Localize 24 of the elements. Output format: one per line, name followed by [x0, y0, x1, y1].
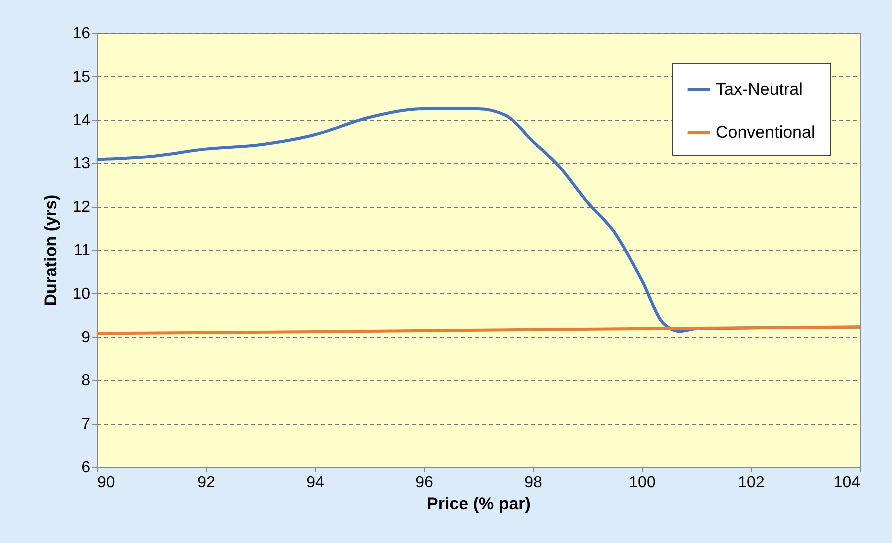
- y-tick-label: 9: [82, 329, 91, 346]
- x-axis-title: Price (% par): [427, 494, 531, 514]
- y-tick-label: 12: [72, 199, 91, 216]
- x-tick-label: 104: [834, 474, 861, 492]
- y-tick-label: 11: [74, 242, 91, 260]
- x-tick-label: 94: [306, 474, 324, 492]
- x-tick-label: 92: [198, 474, 216, 492]
- x-tick-label: 90: [98, 474, 116, 492]
- y-tick-label: 13: [72, 156, 91, 173]
- y-tick-label: 8: [82, 372, 91, 390]
- y-tick-label: 14: [72, 112, 91, 130]
- x-tick-label: 98: [524, 474, 542, 492]
- line-series: [96, 326, 862, 336]
- y-tick-label: 15: [72, 68, 91, 86]
- y-tick-label: 16: [72, 26, 91, 42]
- x-tick-label: 102: [738, 474, 765, 492]
- y-tick-label: 10: [72, 286, 91, 303]
- x-tick-label: 96: [416, 474, 434, 492]
- legend-label: Tax-Neutral: [716, 80, 803, 99]
- y-axis-title: Duration (yrs): [42, 194, 61, 306]
- x-tick-label: 100: [629, 474, 656, 492]
- y-tick-label: 7: [82, 416, 91, 434]
- legend-label: Conventional: [716, 123, 816, 142]
- y-tick-label: 6: [82, 460, 91, 476]
